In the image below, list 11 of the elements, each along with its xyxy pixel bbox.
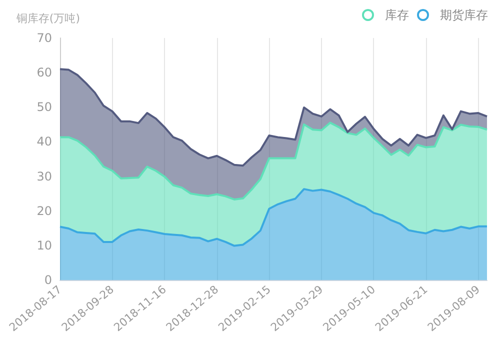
y-axis-title: 铜库存(万吨) <box>15 12 80 25</box>
legend-label: 库存 <box>385 8 409 22</box>
y-tick-label: 30 <box>36 169 52 184</box>
y-tick-label: 10 <box>36 238 52 252</box>
y-tick-label: 20 <box>36 204 52 218</box>
y-tick-label: 60 <box>36 66 52 80</box>
legend-label: 期货库存 <box>440 8 488 22</box>
y-tick-label: 50 <box>36 100 52 114</box>
y-tick-label: 70 <box>36 31 52 45</box>
y-tick-label: 40 <box>36 134 52 149</box>
y-tick-label: 0 <box>44 273 52 287</box>
